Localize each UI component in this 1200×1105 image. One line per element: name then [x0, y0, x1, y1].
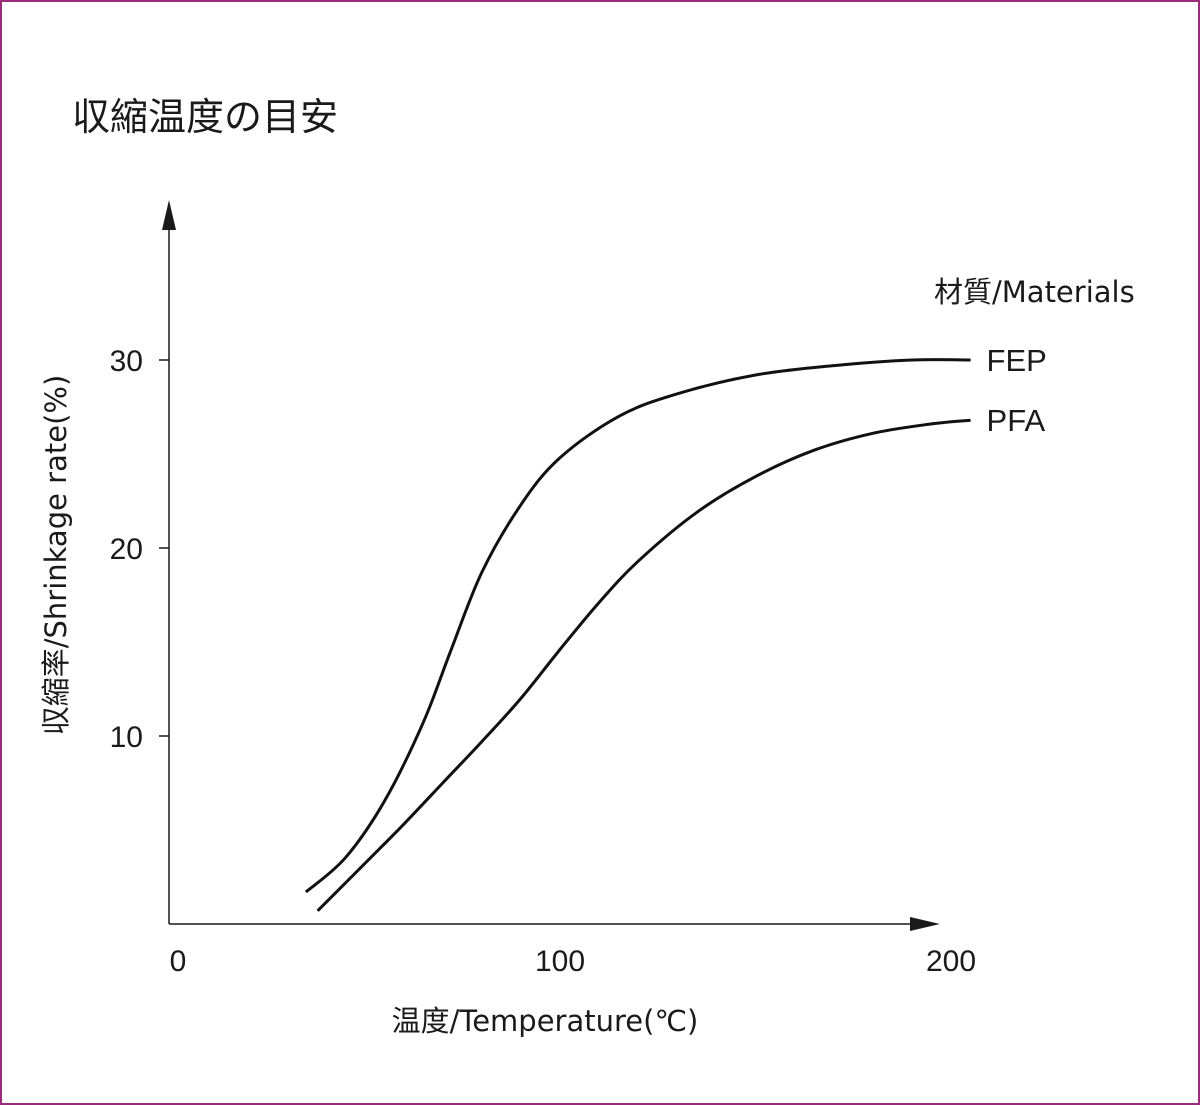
x-axis-label: 温度/Temperature(℃)	[392, 1004, 699, 1038]
x-axis-arrow-icon	[910, 917, 940, 931]
series-group: FEP PFA	[304, 343, 1047, 912]
x-tick-label: 100	[535, 945, 585, 978]
y-tick-label: 10	[110, 721, 143, 754]
series-label-pfa: PFA	[987, 403, 1046, 438]
y-ticks: 10 20 30	[110, 345, 169, 754]
y-tick-label: 20	[110, 533, 143, 566]
y-axis-label: 収縮率/Shrinkage rate(%)	[39, 375, 73, 736]
x-tick-label: 0	[170, 945, 187, 978]
series-label-fep: FEP	[987, 343, 1047, 378]
series-line-pfa	[316, 418, 971, 912]
series-line-fep	[304, 358, 971, 894]
x-tick-label: 200	[926, 945, 976, 978]
y-tick-label: 30	[110, 345, 143, 378]
chart-title: 収縮温度の目安	[72, 95, 338, 139]
x-ticks: 0 100 200	[170, 945, 976, 978]
legend-title: 材質/Materials	[934, 275, 1135, 309]
y-axis-arrow-icon	[162, 200, 176, 230]
